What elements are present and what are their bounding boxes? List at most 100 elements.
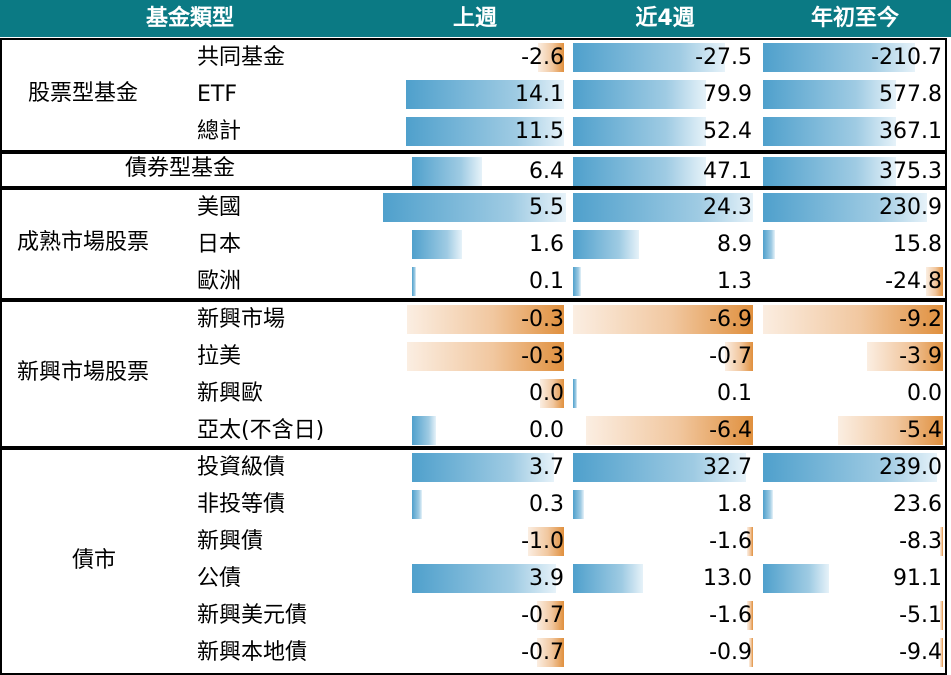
value-cell: -0.3 <box>383 339 567 374</box>
group-label: 新興市場股票 <box>17 360 150 385</box>
value-text: 0.0 <box>529 418 564 443</box>
row-label: 新興本地債 <box>197 640 308 665</box>
row-label: 新興債 <box>197 529 264 554</box>
negative-bar <box>528 527 564 556</box>
value-cell: 13.0 <box>573 561 755 596</box>
value-text: -0.7 <box>709 344 752 369</box>
positive-bar <box>573 193 753 222</box>
value-text: 15.8 <box>893 232 942 257</box>
value-cell: 0.3 <box>383 487 567 522</box>
value-text: 79.9 <box>703 82 752 107</box>
value-cell: 367.1 <box>763 114 945 149</box>
value-text: 577.8 <box>879 82 942 107</box>
row-label: 總計 <box>197 119 242 144</box>
positive-bar <box>412 267 416 296</box>
positive-bar <box>573 43 725 72</box>
group-block <box>0 448 947 675</box>
row-label: 投資級債 <box>197 455 286 480</box>
negative-bar <box>763 305 943 334</box>
value-text: 375.3 <box>879 159 942 184</box>
value-text: 0.0 <box>907 381 942 406</box>
value-cell: 32.7 <box>573 450 755 485</box>
group-label: 股票型基金 <box>28 81 139 106</box>
positive-bar <box>763 43 915 72</box>
value-text: 3.7 <box>529 455 564 480</box>
value-text: 13.0 <box>703 566 752 591</box>
value-cell: 11.5 <box>383 114 567 149</box>
value-cell: -9.4 <box>763 635 945 670</box>
value-cell: 577.8 <box>763 77 945 112</box>
row-label: 新興歐 <box>197 381 264 406</box>
negative-bar <box>940 601 943 630</box>
value-text: 367.1 <box>879 119 942 144</box>
value-text: 0.1 <box>717 381 752 406</box>
value-text: 0.3 <box>529 492 564 517</box>
value-cell: 5.5 <box>383 190 567 225</box>
value-cell: 14.1 <box>383 77 567 112</box>
header-ytd: 年初至今 <box>810 6 899 31</box>
negative-bar <box>940 638 943 667</box>
value-cell: 91.1 <box>763 561 945 596</box>
value-text: 239.0 <box>879 455 942 480</box>
value-cell: -6.4 <box>573 413 755 448</box>
value-text: -0.9 <box>709 640 752 665</box>
positive-bar <box>573 564 643 593</box>
value-cell: 15.8 <box>763 227 945 262</box>
value-cell: 0.1 <box>383 264 567 299</box>
value-cell: -6.9 <box>573 302 755 337</box>
positive-bar <box>383 193 566 222</box>
header-category: 基金類型 <box>145 6 234 31</box>
positive-bar <box>573 230 639 259</box>
value-cell: 0.0 <box>763 376 945 411</box>
value-text: 24.3 <box>703 195 752 220</box>
value-text: -0.3 <box>521 307 564 332</box>
value-text: -1.6 <box>709 603 752 628</box>
negative-bar <box>538 43 564 72</box>
positive-bar <box>412 564 556 593</box>
value-cell: 0.0 <box>383 376 567 411</box>
row-label: ETF <box>197 82 237 107</box>
value-cell: -24.8 <box>763 264 945 299</box>
value-cell: -0.3 <box>383 302 567 337</box>
positive-bar <box>763 230 775 259</box>
negative-bar <box>537 638 564 667</box>
row-label: 美國 <box>197 195 242 220</box>
positive-bar <box>763 117 896 146</box>
value-text: 1.3 <box>717 269 752 294</box>
value-text: 91.1 <box>893 566 942 591</box>
value-text: -9.2 <box>899 307 942 332</box>
value-text: -2.6 <box>521 45 564 70</box>
positive-bar <box>406 80 564 109</box>
value-cell: 79.9 <box>573 77 755 112</box>
header-4-weeks: 近4週 <box>635 6 695 31</box>
positive-bar <box>763 453 937 482</box>
negative-bar <box>749 638 753 667</box>
positive-bar <box>412 230 462 259</box>
value-cell: -1.0 <box>383 524 567 559</box>
value-text: -6.9 <box>709 307 752 332</box>
value-text: -1.6 <box>709 529 752 554</box>
positive-bar <box>412 453 554 482</box>
group-block <box>0 188 947 300</box>
value-cell: -0.7 <box>573 339 755 374</box>
value-text: -8.3 <box>899 529 942 554</box>
header-last-week: 上週 <box>452 6 497 31</box>
value-cell: -0.9 <box>573 635 755 670</box>
row-label: 新興市場 <box>197 307 286 332</box>
table-header: 基金類型 上週 近4週 年初至今 <box>0 0 951 37</box>
value-text: 0.0 <box>529 381 564 406</box>
value-cell: 375.3 <box>763 154 945 189</box>
negative-bar <box>940 527 943 556</box>
value-cell: 0.1 <box>573 376 755 411</box>
group-label: 債券型基金 <box>125 156 236 181</box>
group-label: 債市 <box>72 547 117 573</box>
row-label: 亞太(不含日) <box>197 418 325 443</box>
value-text: 1.6 <box>529 232 564 257</box>
positive-bar <box>406 117 564 146</box>
value-text: 6.4 <box>529 159 564 184</box>
positive-bar <box>573 453 746 482</box>
value-cell: -27.5 <box>573 40 755 75</box>
value-text: -24.8 <box>885 269 942 294</box>
value-cell: -0.7 <box>383 635 567 670</box>
